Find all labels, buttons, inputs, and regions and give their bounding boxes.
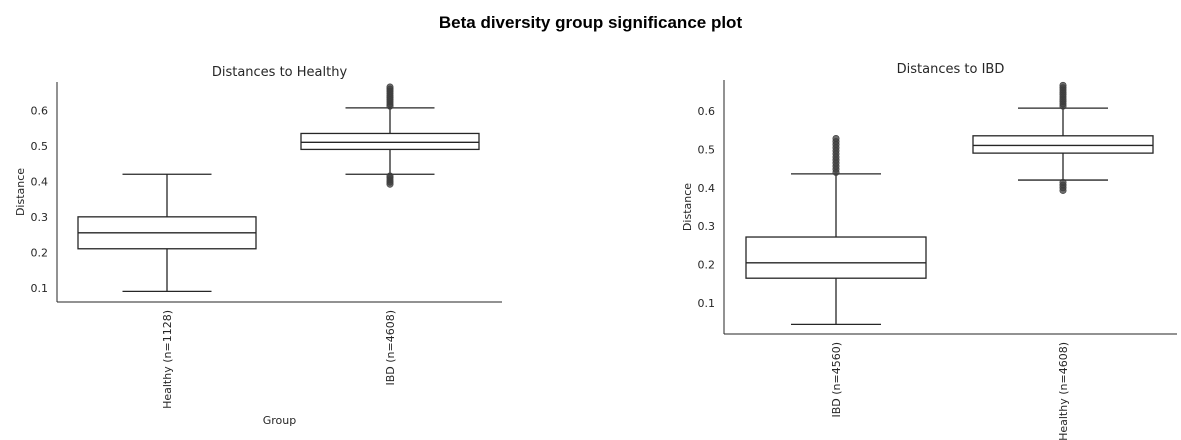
y-axis-label: Distance [14,168,27,216]
y-tick-label: 0.1 [698,297,716,310]
box-1: Healthy (n=1128) [77,173,257,409]
box-1: IBD (n=4560) [745,134,927,418]
y-tick-label: 0.6 [698,105,716,118]
y-tick-label: 0.1 [31,282,49,295]
y-tick-label: 0.3 [31,211,49,224]
y-tick-label: 0.4 [31,175,49,188]
x-axis-label: Group [263,414,297,427]
y-tick-label: 0.6 [31,104,49,117]
outlier-point [386,172,394,180]
y-axis-label: Distance [681,183,694,231]
chart-title: Distances to Healthy [212,65,348,80]
y-tick-label: 0.5 [31,140,49,153]
iqr-box [745,236,927,279]
y-tick-label: 0.3 [698,220,716,233]
box-2: IBD (n=4608) [300,83,480,386]
outlier-point [832,134,840,142]
outlier-point [1059,178,1067,186]
iqr-box [300,132,480,151]
figure-title: Beta diversity group significance plot [438,13,743,32]
x-tick-label: Healthy (n=1128) [161,310,174,409]
chart-panel-1: Distances to Healthy 0.1 0.2 0.3 0.4 0.5 0.6 Di… [14,65,502,427]
chart-title: Distances to IBD [897,62,1005,77]
y-tick-label: 0.2 [698,259,716,272]
box-2: Healthy (n=4608) [972,81,1154,440]
outlier-point [386,83,394,91]
outlier-point [1059,81,1067,89]
y-tick-label: 0.4 [698,182,716,195]
y-tick-label: 0.5 [698,143,716,156]
y-tick-label: 0.2 [31,246,49,259]
x-tick-label: IBD (n=4608) [384,310,397,386]
iqr-box [972,135,1154,154]
x-tick-label: Healthy (n=4608) [1057,342,1070,440]
chart-panel-2: Distances to IBD 0.1 0.2 0.3 0.4 0.5 0.6 Distan… [681,62,1177,440]
x-tick-label: IBD (n=4560) [830,342,843,418]
